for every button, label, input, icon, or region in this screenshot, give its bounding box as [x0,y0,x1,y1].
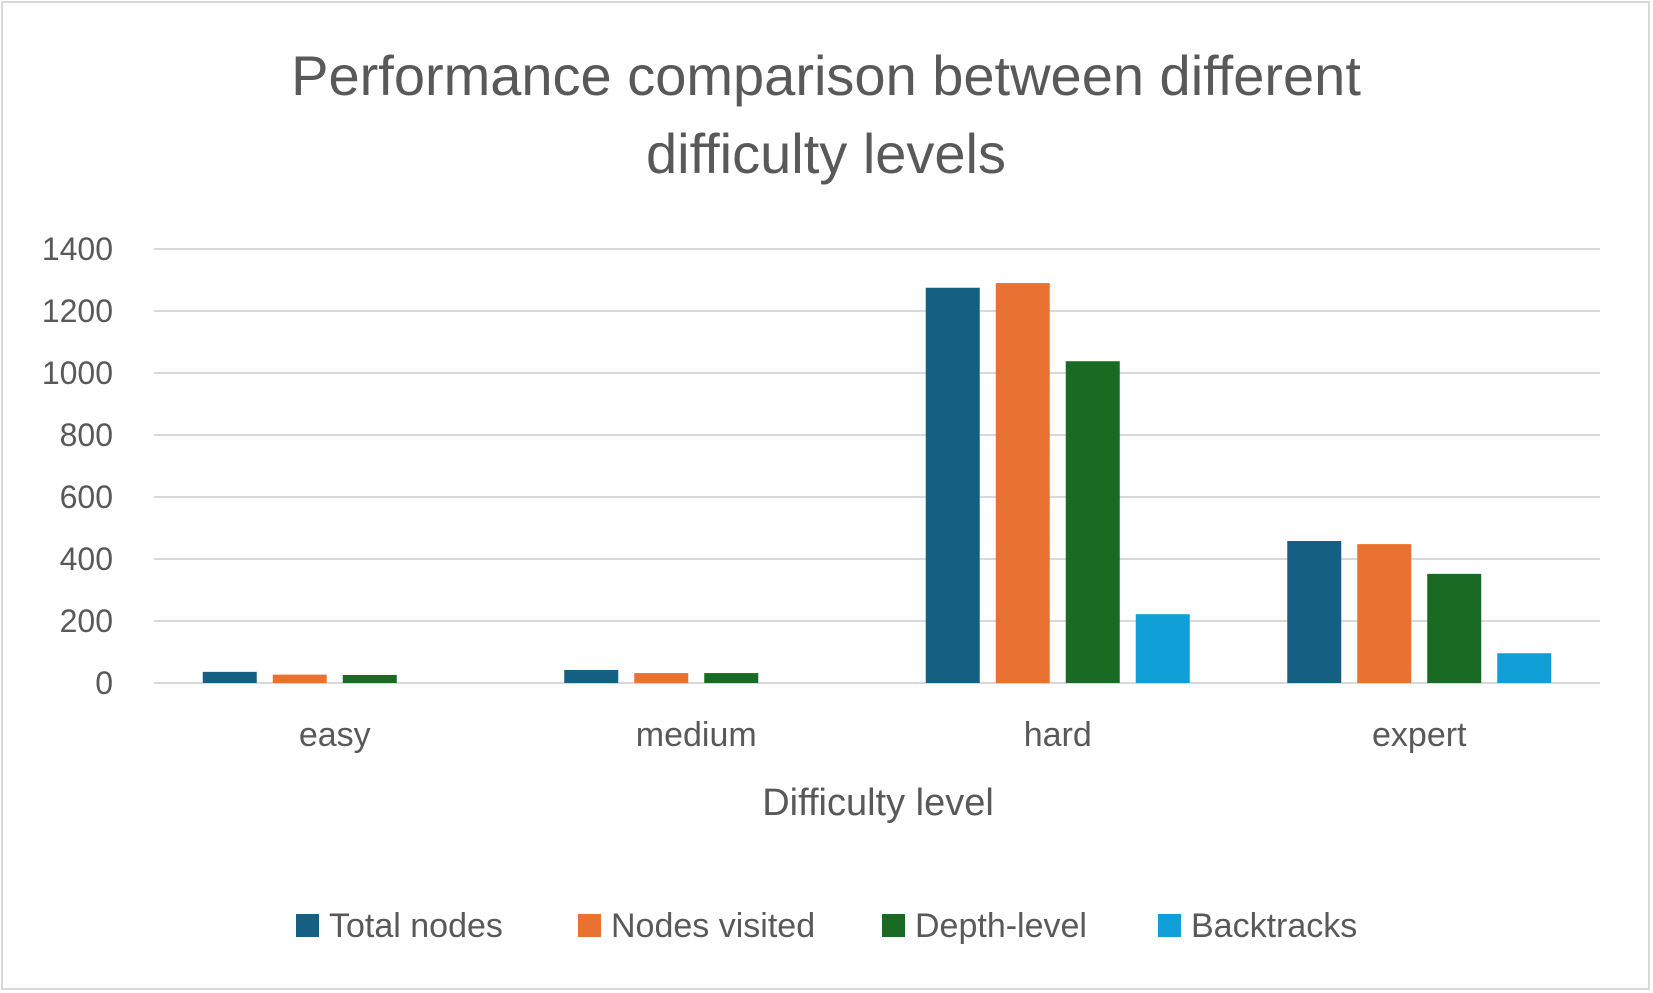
bar-easy-nodes-visited [272,674,327,683]
x-category-label: hard [1024,716,1092,754]
bar-hard-depth-level [1065,361,1120,683]
bar-hard-total-nodes [925,287,980,683]
y-tick-label: 1200 [42,293,113,329]
bar-medium-nodes-visited [634,673,689,683]
bar-expert-nodes-visited [1357,544,1412,683]
y-tick-label: 200 [60,603,113,639]
bar-medium-depth-level [704,673,759,683]
y-tick-label: 400 [60,541,113,577]
bar-hard-nodes-visited [995,283,1050,683]
x-axis-categories: easy medium hard expert [299,716,1467,754]
chart-title-line-1: Performance comparison between different [291,44,1361,107]
x-category-label: medium [636,716,757,754]
legend-swatch [296,914,319,937]
y-axis-ticks: 0 200 400 600 800 1000 1200 1400 [42,231,113,701]
legend-label: Total nodes [329,907,503,945]
legend-label: Backtracks [1191,907,1357,945]
bars [202,283,1552,683]
x-category-label: expert [1372,716,1467,754]
bar-expert-backtracks [1497,653,1552,683]
legend-swatch [1158,914,1181,937]
x-category-label: easy [299,716,371,754]
bar-expert-total-nodes [1287,541,1342,683]
legend-label: Depth-level [915,907,1087,945]
legend-swatch [578,914,601,937]
y-tick-label: 0 [95,665,113,701]
bar-hard-backtracks [1135,614,1190,683]
y-tick-label: 1400 [42,231,113,267]
y-tick-label: 800 [60,417,113,453]
bar-expert-depth-level [1427,573,1482,683]
legend-swatch [882,914,905,937]
x-axis-title: Difficulty level [762,782,994,824]
bar-medium-total-nodes [564,669,619,683]
legend-label: Nodes visited [611,907,815,945]
bar-easy-total-nodes [202,671,257,683]
y-tick-label: 600 [60,479,113,515]
chart-title-line-2: difficulty levels [646,122,1006,185]
y-tick-label: 1000 [42,355,113,391]
legend: Total nodes Nodes visited Depth-level Backt… [296,907,1357,945]
bar-easy-depth-level [342,674,397,683]
